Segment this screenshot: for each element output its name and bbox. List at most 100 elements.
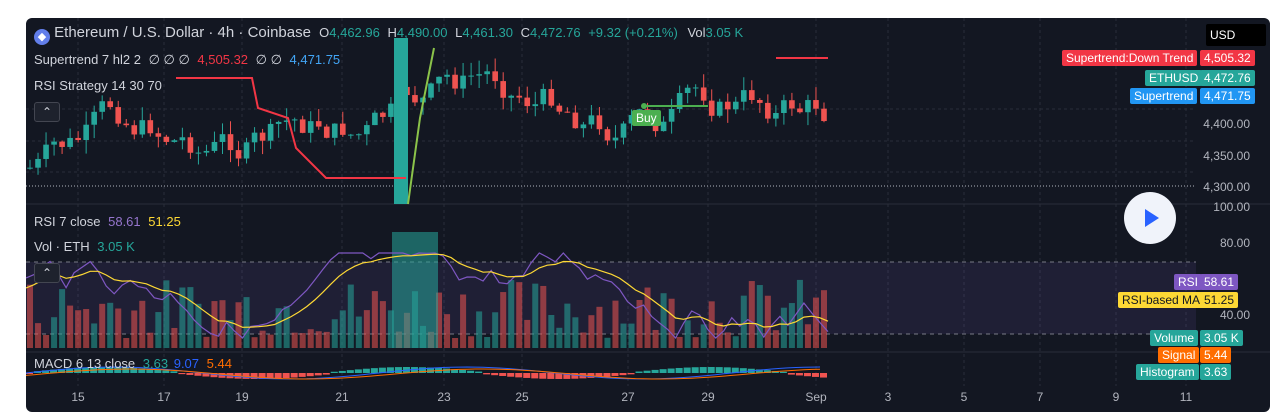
volume-bar — [732, 336, 739, 348]
macd-histogram-bar — [146, 369, 154, 373]
macd-histogram-bar — [378, 367, 386, 373]
rsi-line — [26, 252, 829, 340]
macd-histogram-bar — [811, 373, 819, 377]
rsi-pane — [26, 232, 1196, 348]
macd-histogram-bar — [106, 367, 114, 373]
chart-frame[interactable]: ◆ Ethereum / U.S. Dollar · 4h · Coinbase… — [26, 18, 1270, 412]
collapse-pane-button[interactable]: ⌃ — [34, 263, 60, 283]
macd-histogram-bar — [739, 368, 747, 373]
close-label: C — [520, 25, 530, 40]
macd-histogram-bar — [306, 373, 314, 377]
macd-histogram-bar — [410, 367, 418, 373]
volume-bar — [780, 307, 787, 348]
time-axis-tick: 17 — [157, 390, 171, 404]
candle-body — [315, 121, 322, 127]
candle-body — [211, 141, 218, 151]
volume-bar — [516, 282, 523, 348]
macd-histogram-bar — [427, 367, 435, 373]
macd-histogram-bar — [122, 367, 130, 373]
candle-body — [749, 90, 755, 100]
candle-body — [155, 133, 162, 137]
macd-histogram-bar — [266, 373, 274, 379]
volume-bar — [676, 336, 683, 348]
rsi-ma-badge-value: 51.25 — [1200, 292, 1239, 308]
currency-selector[interactable]: USD — [1206, 24, 1266, 46]
volume-bar — [500, 292, 507, 348]
macd-histogram-bar — [619, 373, 627, 376]
volume-bar — [804, 324, 811, 348]
macd-line — [26, 366, 821, 380]
high-label: H — [387, 25, 397, 40]
chart-canvas[interactable] — [26, 18, 1270, 412]
candle-body — [548, 88, 555, 106]
volume-bar — [59, 289, 66, 348]
supertrend-down-line — [176, 77, 406, 179]
macd-histogram-bar — [282, 373, 290, 379]
candle-body — [516, 95, 523, 98]
price-axis-label: 4,350.00 — [1203, 149, 1250, 163]
macd-histogram-bar — [162, 370, 170, 373]
volume-bar — [155, 312, 162, 348]
time-axis-tick: 11 — [1179, 390, 1193, 404]
macd-histogram-bar — [595, 373, 603, 378]
signal-badge-value: 5.44 — [1200, 347, 1232, 363]
rsi-strategy-legend[interactable]: RSI Strategy 14 30 70 — [34, 78, 162, 93]
volume-bar — [371, 291, 378, 348]
volume-bar — [468, 336, 475, 348]
candle-body — [27, 167, 33, 169]
volume-bar — [508, 280, 515, 348]
macd-histogram-bar — [354, 369, 362, 373]
volume-bar — [107, 302, 114, 348]
supertrend-empty-values: ∅ ∅ ∅ — [148, 52, 190, 67]
candle-body — [436, 76, 442, 84]
macd-histogram-bar — [539, 373, 547, 379]
macd-histogram-bar — [787, 373, 795, 375]
volume-bar — [35, 323, 42, 348]
volume-bar — [628, 323, 635, 348]
volume-bar — [171, 327, 178, 348]
candle-body — [797, 108, 803, 113]
collapse-legend-button[interactable]: ⌃ — [34, 102, 60, 122]
candle-body — [676, 93, 683, 110]
volume-bar — [596, 306, 603, 348]
volume-bar — [259, 330, 266, 348]
supertrend-badge-label: Supertrend — [1130, 88, 1198, 104]
candle-body — [476, 74, 482, 76]
candle-body — [444, 74, 450, 77]
ethereum-icon: ◆ — [34, 29, 50, 45]
volume-bar — [315, 331, 322, 348]
time-axis-tick: 21 — [335, 390, 349, 404]
volume-legend[interactable]: Vol · ETH 3.05 K — [34, 239, 135, 254]
play-button[interactable] — [1124, 192, 1176, 244]
macd-hist-value: 3.63 — [142, 356, 169, 371]
symbol-legend[interactable]: ◆ Ethereum / U.S. Dollar · 4h · Coinbase… — [34, 24, 743, 45]
macd-histogram-bar — [795, 373, 803, 376]
volume-bar — [708, 301, 715, 348]
candle-body — [500, 81, 506, 98]
candle-body — [556, 105, 563, 112]
volume-bar — [283, 306, 290, 348]
volume-bar — [452, 337, 459, 348]
macd-histogram-bar — [571, 373, 579, 379]
volume-bar — [75, 310, 82, 348]
candle-body — [267, 123, 274, 141]
macd-histogram-bar — [651, 369, 659, 373]
candle-body — [43, 144, 49, 159]
volume-legend-value: 3.05 K — [97, 239, 135, 254]
supertrend-up-value: 4,471.75 — [289, 52, 341, 67]
candle-body — [187, 137, 194, 153]
macd-legend[interactable]: MACD 6 13 close 3.63 9.07 5.44 — [34, 356, 232, 371]
volume-bar — [339, 310, 346, 348]
candle-body — [123, 123, 130, 126]
candle-body — [821, 108, 827, 122]
rsi-legend[interactable]: RSI 7 close 58.61 51.25 — [34, 214, 181, 229]
volume-bar — [492, 312, 499, 348]
candle-body — [364, 125, 370, 135]
currency-label: USD — [1210, 28, 1236, 42]
candle-body — [412, 95, 418, 103]
supertrend-legend[interactable]: Supertrend 7 hl2 2 ∅ ∅ ∅ 4,505.32 ∅ ∅ 4,… — [34, 52, 340, 68]
candle-body — [203, 150, 210, 153]
time-axis-tick: 15 — [71, 390, 85, 404]
candle-body — [789, 100, 795, 109]
volume-bar — [756, 285, 763, 348]
